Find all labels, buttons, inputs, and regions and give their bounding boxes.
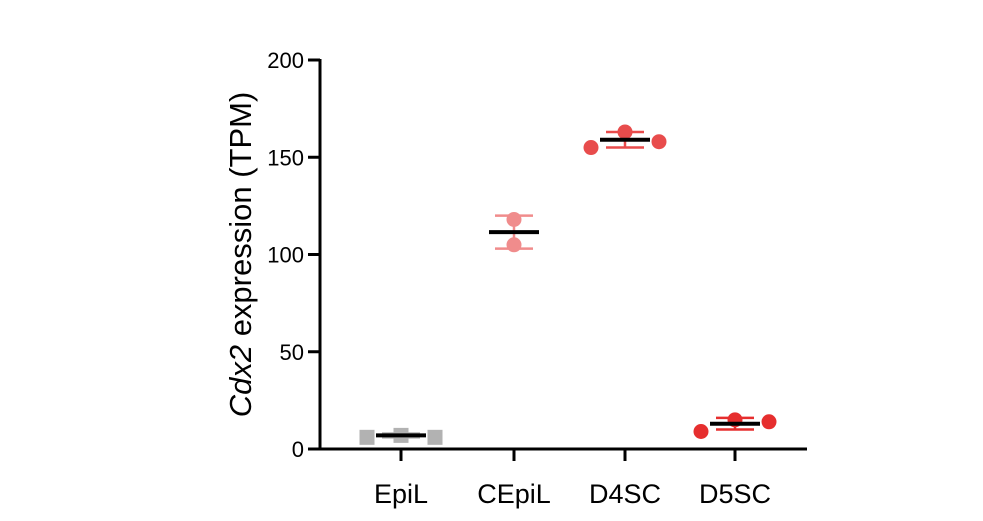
data-layer: [359, 124, 777, 445]
data-point: [427, 429, 443, 445]
data-point: [693, 423, 709, 439]
x-ticks: EpiL CEpiL D4SC D5SC: [374, 449, 771, 509]
axes: 0 50 100 150 200 EpiL CEpiL D4SC D5SC: [267, 48, 807, 509]
y-tick-label: 150: [267, 145, 304, 170]
data-point: [506, 211, 522, 227]
y-tick-label: 100: [267, 243, 304, 268]
y-ticks: 0 50 100 150 200: [267, 48, 320, 462]
x-tick-label-cepil: CEpiL: [477, 479, 551, 509]
data-point: [617, 124, 633, 140]
y-axis-title-rest: expression (TPM): [223, 92, 258, 345]
series-d5sc: [693, 412, 777, 439]
y-tick-label: 50: [280, 340, 304, 365]
series-epil: [359, 427, 443, 445]
x-tick-label-d4sc: D4SC: [589, 479, 661, 509]
y-axis-title: Cdx2 expression (TPM): [223, 92, 258, 418]
data-point: [761, 414, 777, 430]
x-tick-label-epil: EpiL: [374, 479, 428, 509]
y-axis-title-italic: Cdx2: [223, 345, 258, 417]
data-point: [583, 140, 599, 156]
data-point: [651, 134, 667, 150]
series-d4sc: [583, 124, 667, 156]
y-tick-label: 200: [267, 48, 304, 73]
series-cepil: [489, 211, 539, 253]
x-tick-label-d5sc: D5SC: [699, 479, 771, 509]
data-point: [359, 429, 375, 445]
y-tick-label: 0: [292, 437, 304, 462]
data-point: [506, 237, 522, 253]
